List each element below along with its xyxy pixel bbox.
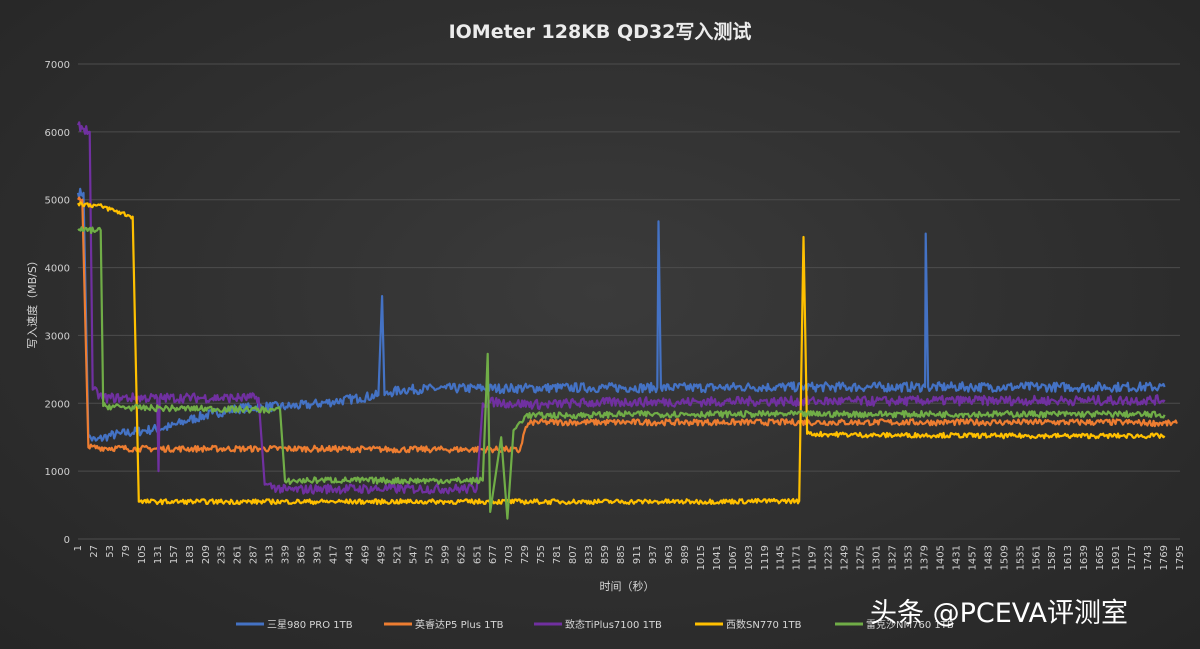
- legend-label: 英睿达P5 Plus 1TB: [415, 618, 504, 631]
- x-tick-label: 235: [217, 545, 228, 564]
- x-tick-label: 1119: [760, 545, 771, 570]
- series-line: [77, 201, 1166, 506]
- x-tick-label: 859: [600, 545, 611, 564]
- x-tick-label: 261: [233, 545, 244, 564]
- x-tick-label: 885: [616, 545, 627, 564]
- x-tick-label: 781: [552, 545, 563, 564]
- x-tick-label: 105: [137, 545, 148, 564]
- x-tick-label: 1587: [1047, 545, 1058, 570]
- x-tick-label: 1769: [1159, 545, 1170, 570]
- x-tick-label: 1327: [888, 545, 899, 570]
- x-tick-label: 1457: [967, 545, 978, 570]
- x-tick-label: 495: [376, 545, 387, 564]
- x-tick-label: 937: [648, 545, 659, 564]
- y-tick-label: 3000: [45, 331, 70, 342]
- x-tick-label: 1223: [824, 545, 835, 570]
- legend-label: 西数SN770 1TB: [726, 618, 802, 631]
- x-tick-label: 1197: [808, 545, 819, 570]
- series-line: [76, 187, 1166, 442]
- legend-label: 雷克沙NM760 1TB: [866, 619, 954, 631]
- x-tick-label: 1379: [919, 545, 930, 570]
- x-tick-label: 1561: [1031, 545, 1042, 570]
- series-lines: [76, 121, 1178, 520]
- x-tick-label: 417: [329, 545, 340, 564]
- x-tick-label: 391: [313, 545, 324, 564]
- x-axis-label: 时间（秒）: [600, 579, 655, 593]
- x-tick-label: 53: [105, 545, 116, 558]
- watermark-text: 头条 @PCEVA评测室: [870, 598, 1128, 629]
- x-tick-label: 573: [424, 545, 435, 564]
- x-tick-label: 1041: [712, 545, 723, 570]
- x-tick-label: 989: [680, 545, 691, 564]
- x-tick-label: 911: [632, 545, 643, 564]
- x-tick-label: 755: [536, 545, 547, 564]
- y-tick-label: 0: [64, 535, 70, 546]
- x-tick-label: 339: [281, 545, 292, 564]
- x-tick-label: 1665: [1095, 545, 1106, 570]
- legend-label: 致态TiPlus7100 1TB: [565, 618, 662, 631]
- x-tick-label: 963: [664, 545, 675, 564]
- x-tick-label: 833: [584, 545, 595, 564]
- x-tick-label: 1145: [776, 545, 787, 570]
- x-tick-label: 1431: [951, 545, 962, 570]
- x-tick-label: 1639: [1079, 545, 1090, 570]
- grid-lines: [78, 63, 1180, 540]
- x-tick-label: 547: [408, 545, 419, 564]
- x-tick-label: 1717: [1127, 545, 1138, 570]
- x-axis-ticks: 1 27 53 79 105 131 157 183 209 235 261 287 313 339 365…: [73, 545, 1186, 570]
- y-tick-label: 4000: [45, 264, 70, 275]
- series-line: [77, 226, 1166, 520]
- x-tick-label: 1743: [1143, 545, 1154, 570]
- y-tick-label: 5000: [45, 196, 70, 207]
- x-tick-label: 313: [265, 545, 276, 564]
- y-tick-label: 1000: [45, 467, 70, 478]
- x-tick-label: 625: [456, 545, 467, 564]
- x-tick-label: 1509: [999, 545, 1010, 570]
- y-axis-ticks: 0 1000 2000 3000 4000 5000 6000 7000: [45, 60, 70, 546]
- x-tick-label: 1249: [840, 545, 851, 570]
- x-tick-label: 1353: [903, 545, 914, 570]
- x-tick-label: 729: [520, 545, 531, 564]
- x-tick-label: 1067: [728, 545, 739, 570]
- y-tick-label: 6000: [45, 128, 70, 139]
- x-tick-label: 677: [488, 545, 499, 564]
- x-tick-label: 1093: [744, 545, 755, 570]
- x-tick-label: 807: [568, 545, 579, 564]
- x-tick-label: 209: [201, 545, 212, 564]
- x-tick-label: 1691: [1111, 545, 1122, 570]
- legend-label: 三星980 PRO 1TB: [267, 619, 353, 631]
- x-tick-label: 287: [249, 545, 260, 564]
- x-tick-label: 703: [504, 545, 515, 564]
- x-tick-label: 1795: [1175, 545, 1186, 570]
- chart-title: IOMeter 128KB QD32写入测试: [449, 21, 752, 43]
- x-tick-label: 365: [297, 545, 308, 564]
- x-tick-label: 521: [392, 545, 403, 564]
- x-tick-label: 1301: [872, 545, 883, 570]
- x-tick-label: 651: [472, 545, 483, 564]
- x-tick-label: 27: [89, 545, 100, 558]
- x-tick-label: 1171: [792, 545, 803, 570]
- x-tick-label: 1405: [935, 545, 946, 570]
- x-tick-label: 469: [360, 545, 371, 564]
- y-axis-label: 写入速度（MB/S）: [25, 255, 39, 349]
- x-tick-label: 1483: [983, 545, 994, 570]
- x-tick-label: 79: [121, 545, 132, 558]
- y-tick-label: 2000: [45, 399, 70, 410]
- series-line: [76, 121, 1166, 495]
- x-tick-label: 183: [185, 545, 196, 564]
- x-tick-label: 1275: [856, 545, 867, 570]
- series-line: [77, 196, 1178, 454]
- x-tick-label: 131: [153, 545, 164, 564]
- x-tick-label: 1613: [1063, 545, 1074, 570]
- x-tick-label: 1015: [696, 545, 707, 570]
- x-tick-label: 157: [169, 545, 180, 564]
- x-tick-label: 1: [73, 545, 84, 551]
- x-tick-label: 1535: [1015, 545, 1026, 570]
- x-tick-label: 599: [440, 545, 451, 564]
- x-tick-label: 443: [345, 545, 356, 564]
- legend: 三星980 PRO 1TB 英睿达P5 Plus 1TB 致态TiPlus7100 …: [236, 618, 954, 631]
- y-tick-label: 7000: [45, 60, 70, 71]
